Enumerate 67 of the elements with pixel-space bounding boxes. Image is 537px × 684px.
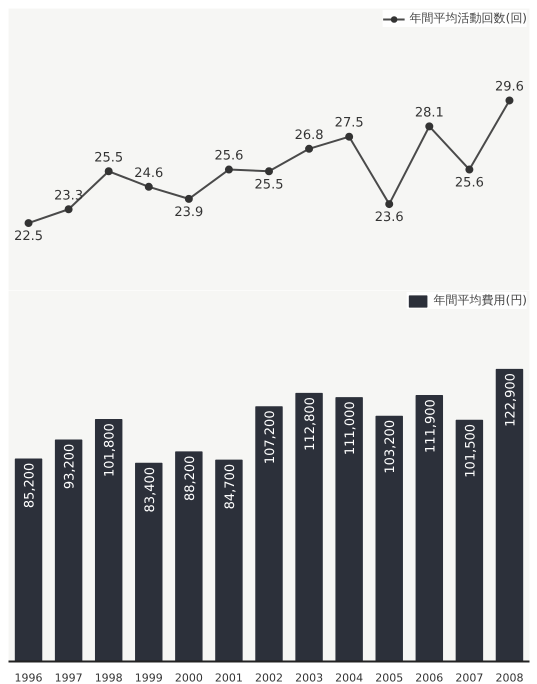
data-label: 84,700 (222, 464, 238, 510)
legend-label: 年間平均費用(円) (434, 292, 527, 309)
point (104, 167, 113, 176)
bar (135, 462, 162, 662)
x-tick-label: 1996 (14, 672, 43, 684)
point (224, 166, 233, 174)
legend-label: 年間平均活動回数(回) (410, 10, 527, 27)
bar (335, 397, 363, 662)
data-label: 25.5 (94, 150, 124, 166)
data-label: 101,800 (102, 423, 118, 477)
bar (456, 420, 484, 662)
bar (255, 406, 283, 662)
data-label: 93,200 (62, 444, 78, 490)
data-label: 23.3 (54, 188, 84, 204)
x-tick-label: 2004 (335, 672, 364, 684)
bar (175, 451, 203, 662)
data-label: 111,900 (423, 399, 438, 453)
x-tick-label: 2000 (174, 672, 203, 684)
point (465, 166, 474, 174)
point (385, 200, 394, 208)
data-label: 88,200 (182, 456, 198, 502)
x-tick-label: 2005 (375, 672, 404, 684)
data-label: 85,200 (22, 462, 38, 508)
data-label: 101,500 (463, 424, 478, 478)
data-label: 23.6 (374, 210, 404, 226)
data-label: 22.5 (14, 229, 44, 244)
x-tick-label: 2006 (415, 672, 444, 684)
point (505, 96, 514, 104)
data-label: 27.5 (334, 116, 364, 131)
data-label: 25.6 (214, 148, 244, 164)
data-label: 25.5 (254, 177, 284, 192)
point (184, 194, 193, 203)
data-label: 103,200 (383, 420, 398, 474)
point (64, 205, 73, 214)
bar (14, 458, 42, 662)
x-tick-label: 1999 (134, 672, 163, 684)
data-label: 26.8 (294, 128, 324, 143)
data-label: 24.6 (134, 166, 164, 181)
data-label: 122,900 (503, 373, 518, 427)
point (144, 182, 153, 191)
bar (54, 439, 82, 662)
point (425, 122, 434, 130)
x-tick-label: 2007 (455, 672, 484, 684)
x-tick-label: 2001 (214, 672, 243, 684)
data-label: 29.6 (494, 79, 524, 94)
data-label: 23.9 (174, 204, 204, 220)
data-label: 111,000 (343, 401, 358, 456)
point (305, 144, 314, 153)
x-tick-label: 2003 (295, 672, 324, 684)
point (265, 167, 273, 176)
bar (496, 368, 524, 662)
data-label: 112,800 (303, 397, 318, 451)
bar (376, 416, 403, 662)
x-tick-label: 1997 (54, 672, 83, 684)
data-label: 28.1 (414, 105, 444, 120)
data-label: 107,200 (263, 410, 278, 464)
data-label: 25.6 (454, 176, 484, 191)
bar (416, 395, 444, 662)
bar (215, 460, 243, 662)
x-tick-label: 2002 (255, 672, 284, 684)
x-tick-label: 1998 (94, 672, 123, 684)
bar (94, 419, 122, 662)
x-tick-label: 2008 (495, 672, 524, 684)
data-label: 83,400 (142, 466, 158, 512)
bar (295, 392, 323, 662)
point (345, 132, 354, 141)
point (24, 219, 33, 228)
